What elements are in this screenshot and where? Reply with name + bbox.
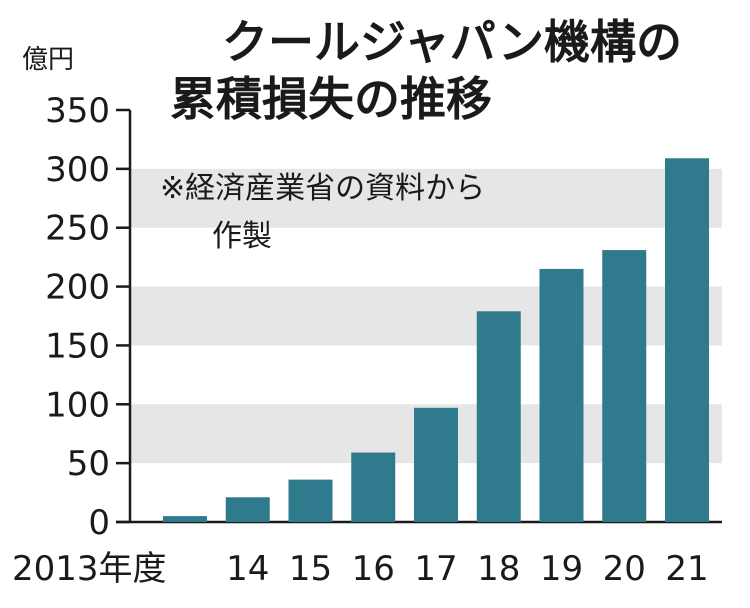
bar-14 — [225, 497, 270, 522]
y-tick-label: 0 — [88, 503, 110, 543]
y-tick-label: 300 — [45, 150, 110, 190]
x-tick-label: 15 — [289, 549, 332, 589]
grid-band — [130, 168, 722, 228]
y-tick-label: 50 — [67, 444, 110, 484]
x-tick-label: 19 — [540, 549, 583, 589]
source-note-line-1: ※経済産業省の資料から — [160, 171, 485, 206]
bar-20 — [602, 250, 647, 522]
y-axis: 0 50 100 150 200 250 300 350 — [45, 91, 722, 543]
x-axis: 2013年度 14 15 16 17 18 19 20 21 — [12, 549, 709, 589]
y-tick-label: 100 — [45, 385, 110, 425]
bar-15 — [288, 479, 333, 522]
bar-2013年度 — [163, 516, 207, 522]
bar-17 — [414, 407, 458, 522]
x-tick-label: 18 — [477, 549, 520, 589]
y-axis-unit: 億円 — [22, 45, 74, 75]
y-tick-label: 200 — [45, 268, 110, 308]
x-tick-label: 21 — [665, 549, 708, 589]
x-tick-label: 14 — [226, 549, 269, 589]
bars — [163, 158, 709, 522]
bar-16 — [351, 452, 396, 522]
y-tick-label: 150 — [45, 326, 110, 366]
x-tick-label: 16 — [352, 549, 395, 589]
x-tick-label: 2013年度 — [12, 549, 167, 589]
source-note-line-2: 作製 — [212, 219, 272, 254]
x-tick-label: 17 — [414, 549, 457, 589]
y-tick-label: 350 — [45, 91, 110, 131]
chart-title-line-2: 累積損失の推移 — [170, 72, 492, 126]
x-tick-label: 20 — [603, 549, 646, 589]
bar-21 — [665, 158, 709, 522]
y-tick-label: 250 — [45, 209, 110, 249]
bar-19 — [539, 268, 584, 522]
chart-title-line-1: クールジャパン機構の — [222, 15, 682, 69]
bar-18 — [476, 311, 521, 522]
